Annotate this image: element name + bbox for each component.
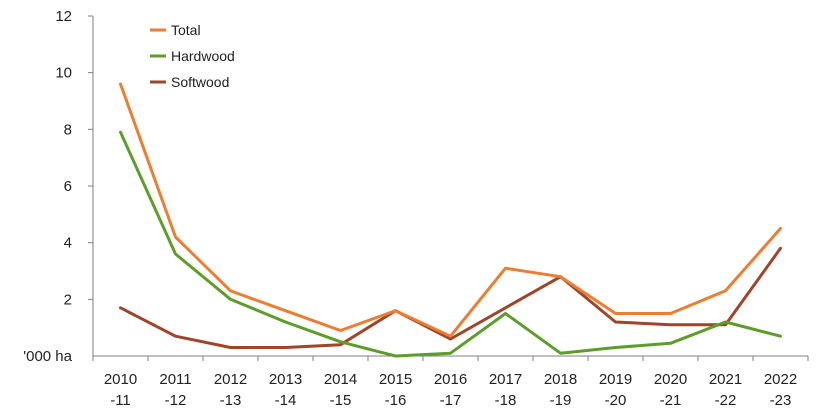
y-axis-unit-label: '000 ha [23, 348, 72, 365]
series-line-hardwood [119, 130, 782, 358]
x-tick-label-year: 2016 [434, 371, 467, 388]
x-tick-label-suffix: -17 [440, 392, 462, 409]
x-tick-label-suffix: -11 [110, 392, 131, 409]
y-tick-label: 8 [64, 121, 72, 138]
series-lines [119, 82, 782, 358]
x-tick-label-year: 2012 [214, 371, 247, 388]
x-tick-label-year: 2022 [764, 371, 797, 388]
x-tick-label-year: 2019 [599, 371, 632, 388]
x-tick-label-suffix: -21 [660, 392, 682, 409]
x-tick-label-year: 2021 [709, 371, 742, 388]
x-tick-label-suffix: -16 [385, 392, 407, 409]
y-tick-label: 4 [64, 235, 72, 252]
legend-label-total: Total [171, 22, 201, 38]
x-tick-label-suffix: -23 [770, 392, 792, 409]
y-tick-label: 12 [55, 8, 72, 25]
y-tick-label: 6 [64, 178, 72, 195]
x-tick-label-year: 2011 [159, 371, 191, 388]
y-tick-label: 2 [64, 291, 72, 308]
x-tick-label-suffix: -22 [715, 392, 737, 409]
legend-label-hardwood: Hardwood [171, 48, 235, 64]
x-tick-label-suffix: -19 [550, 392, 572, 409]
x-tick-label-year: 2015 [379, 371, 412, 388]
x-tick-label-year: 2010 [104, 371, 137, 388]
x-tick-label-year: 2020 [654, 371, 687, 388]
x-tick-label-year: 2014 [324, 371, 357, 388]
x-tick-label-year: 2017 [489, 371, 522, 388]
legend-label-softwood: Softwood [171, 74, 229, 90]
axes: 2 4 6 8 10 12 '000 ha 2010 -11 2011 -12 2012 -13 2013… [23, 8, 809, 409]
legend: Total Hardwood Softwood [150, 22, 235, 90]
series-line-total [119, 82, 782, 338]
x-tick-label-suffix: -20 [605, 392, 627, 409]
x-tick-label-year: 2018 [544, 371, 577, 388]
x-tick-label-year: 2013 [269, 371, 302, 388]
y-tick-label: 10 [55, 65, 72, 82]
series-line-softwood [119, 246, 782, 349]
x-tick-label-suffix: -18 [495, 392, 517, 409]
x-tick-label-suffix: -15 [330, 392, 352, 409]
x-tick-label-suffix: -14 [275, 392, 297, 409]
x-tick-label-suffix: -12 [165, 392, 187, 409]
x-tick-label-suffix: -13 [220, 392, 242, 409]
